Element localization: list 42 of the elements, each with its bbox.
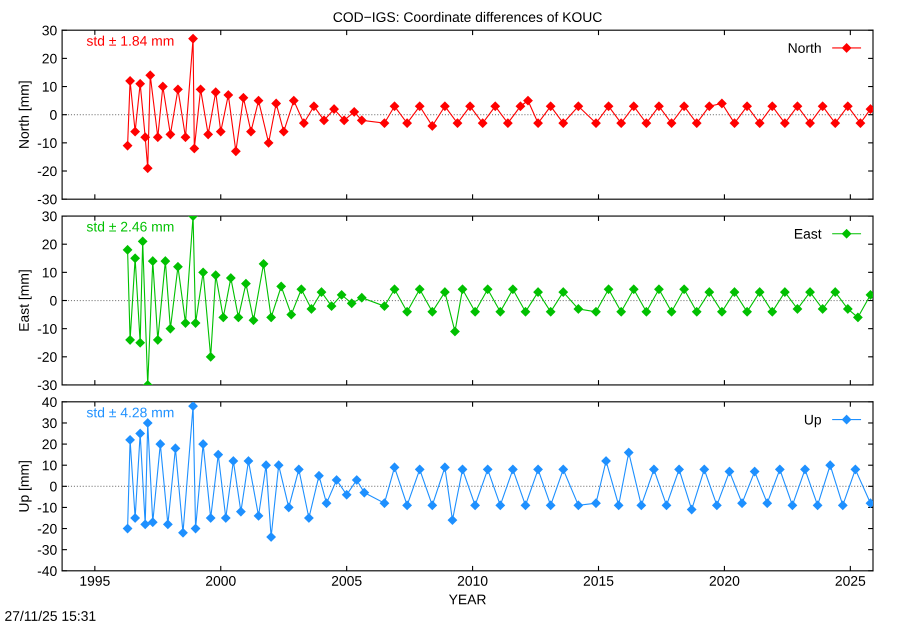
- y-tick-label: -10: [38, 502, 57, 513]
- legend-label: North: [788, 42, 821, 53]
- y-tick-label: 20: [42, 240, 57, 250]
- y-tick-label: -30: [38, 545, 57, 555]
- x-tick-label: 1995: [80, 576, 110, 586]
- y-tick-label: -10: [38, 138, 57, 148]
- y-tick-label: -20: [38, 524, 57, 534]
- annotation: std ± 4.28 mm: [86, 407, 174, 418]
- legend-label: Up: [804, 414, 822, 428]
- x-tick-label: 2020: [710, 576, 740, 586]
- y-tick-label: -40: [38, 566, 57, 576]
- y-tick-label: 0: [50, 110, 57, 120]
- y-tick-label: 30: [42, 26, 57, 36]
- legend-label: East: [794, 229, 822, 239]
- y-axis-title: Up [mm]: [18, 461, 32, 512]
- x-axis-title: YEAR: [448, 594, 486, 604]
- annotation: std ± 2.46 mm: [86, 221, 174, 232]
- y-axis-title: North [mm]: [18, 81, 32, 148]
- y-tick-label: -20: [38, 352, 57, 362]
- y-tick-label: -30: [38, 380, 57, 390]
- x-tick-label: 2015: [584, 576, 614, 586]
- y-tick-label: 30: [42, 418, 57, 428]
- x-tick-label: 2010: [458, 576, 488, 586]
- y-tick-label: 0: [50, 296, 57, 306]
- y-tick-label: 20: [42, 54, 57, 64]
- y-tick-label: 20: [42, 439, 57, 450]
- x-tick-label: 2005: [332, 576, 362, 586]
- y-tick-label: 0: [50, 482, 57, 492]
- x-tick-label: 2000: [206, 576, 236, 586]
- y-tick-label: 30: [42, 211, 57, 222]
- y-tick-label: 40: [42, 397, 57, 408]
- y-tick-label: -30: [38, 194, 57, 204]
- y-tick-label: 10: [42, 460, 57, 470]
- y-axis-title: East [mm]: [18, 270, 32, 331]
- y-tick-label: 10: [42, 268, 57, 278]
- text: 27/11/25 15:31: [5, 610, 96, 621]
- y-tick-label: -20: [38, 166, 57, 176]
- y-tick-label: 10: [42, 82, 57, 92]
- chart-title: COD−IGS: Coordinate differences of KOUC: [333, 12, 602, 22]
- y-tick-label: -10: [38, 324, 57, 334]
- annotation: std ± 1.84 mm: [86, 36, 174, 46]
- x-tick-label: 2025: [836, 576, 866, 586]
